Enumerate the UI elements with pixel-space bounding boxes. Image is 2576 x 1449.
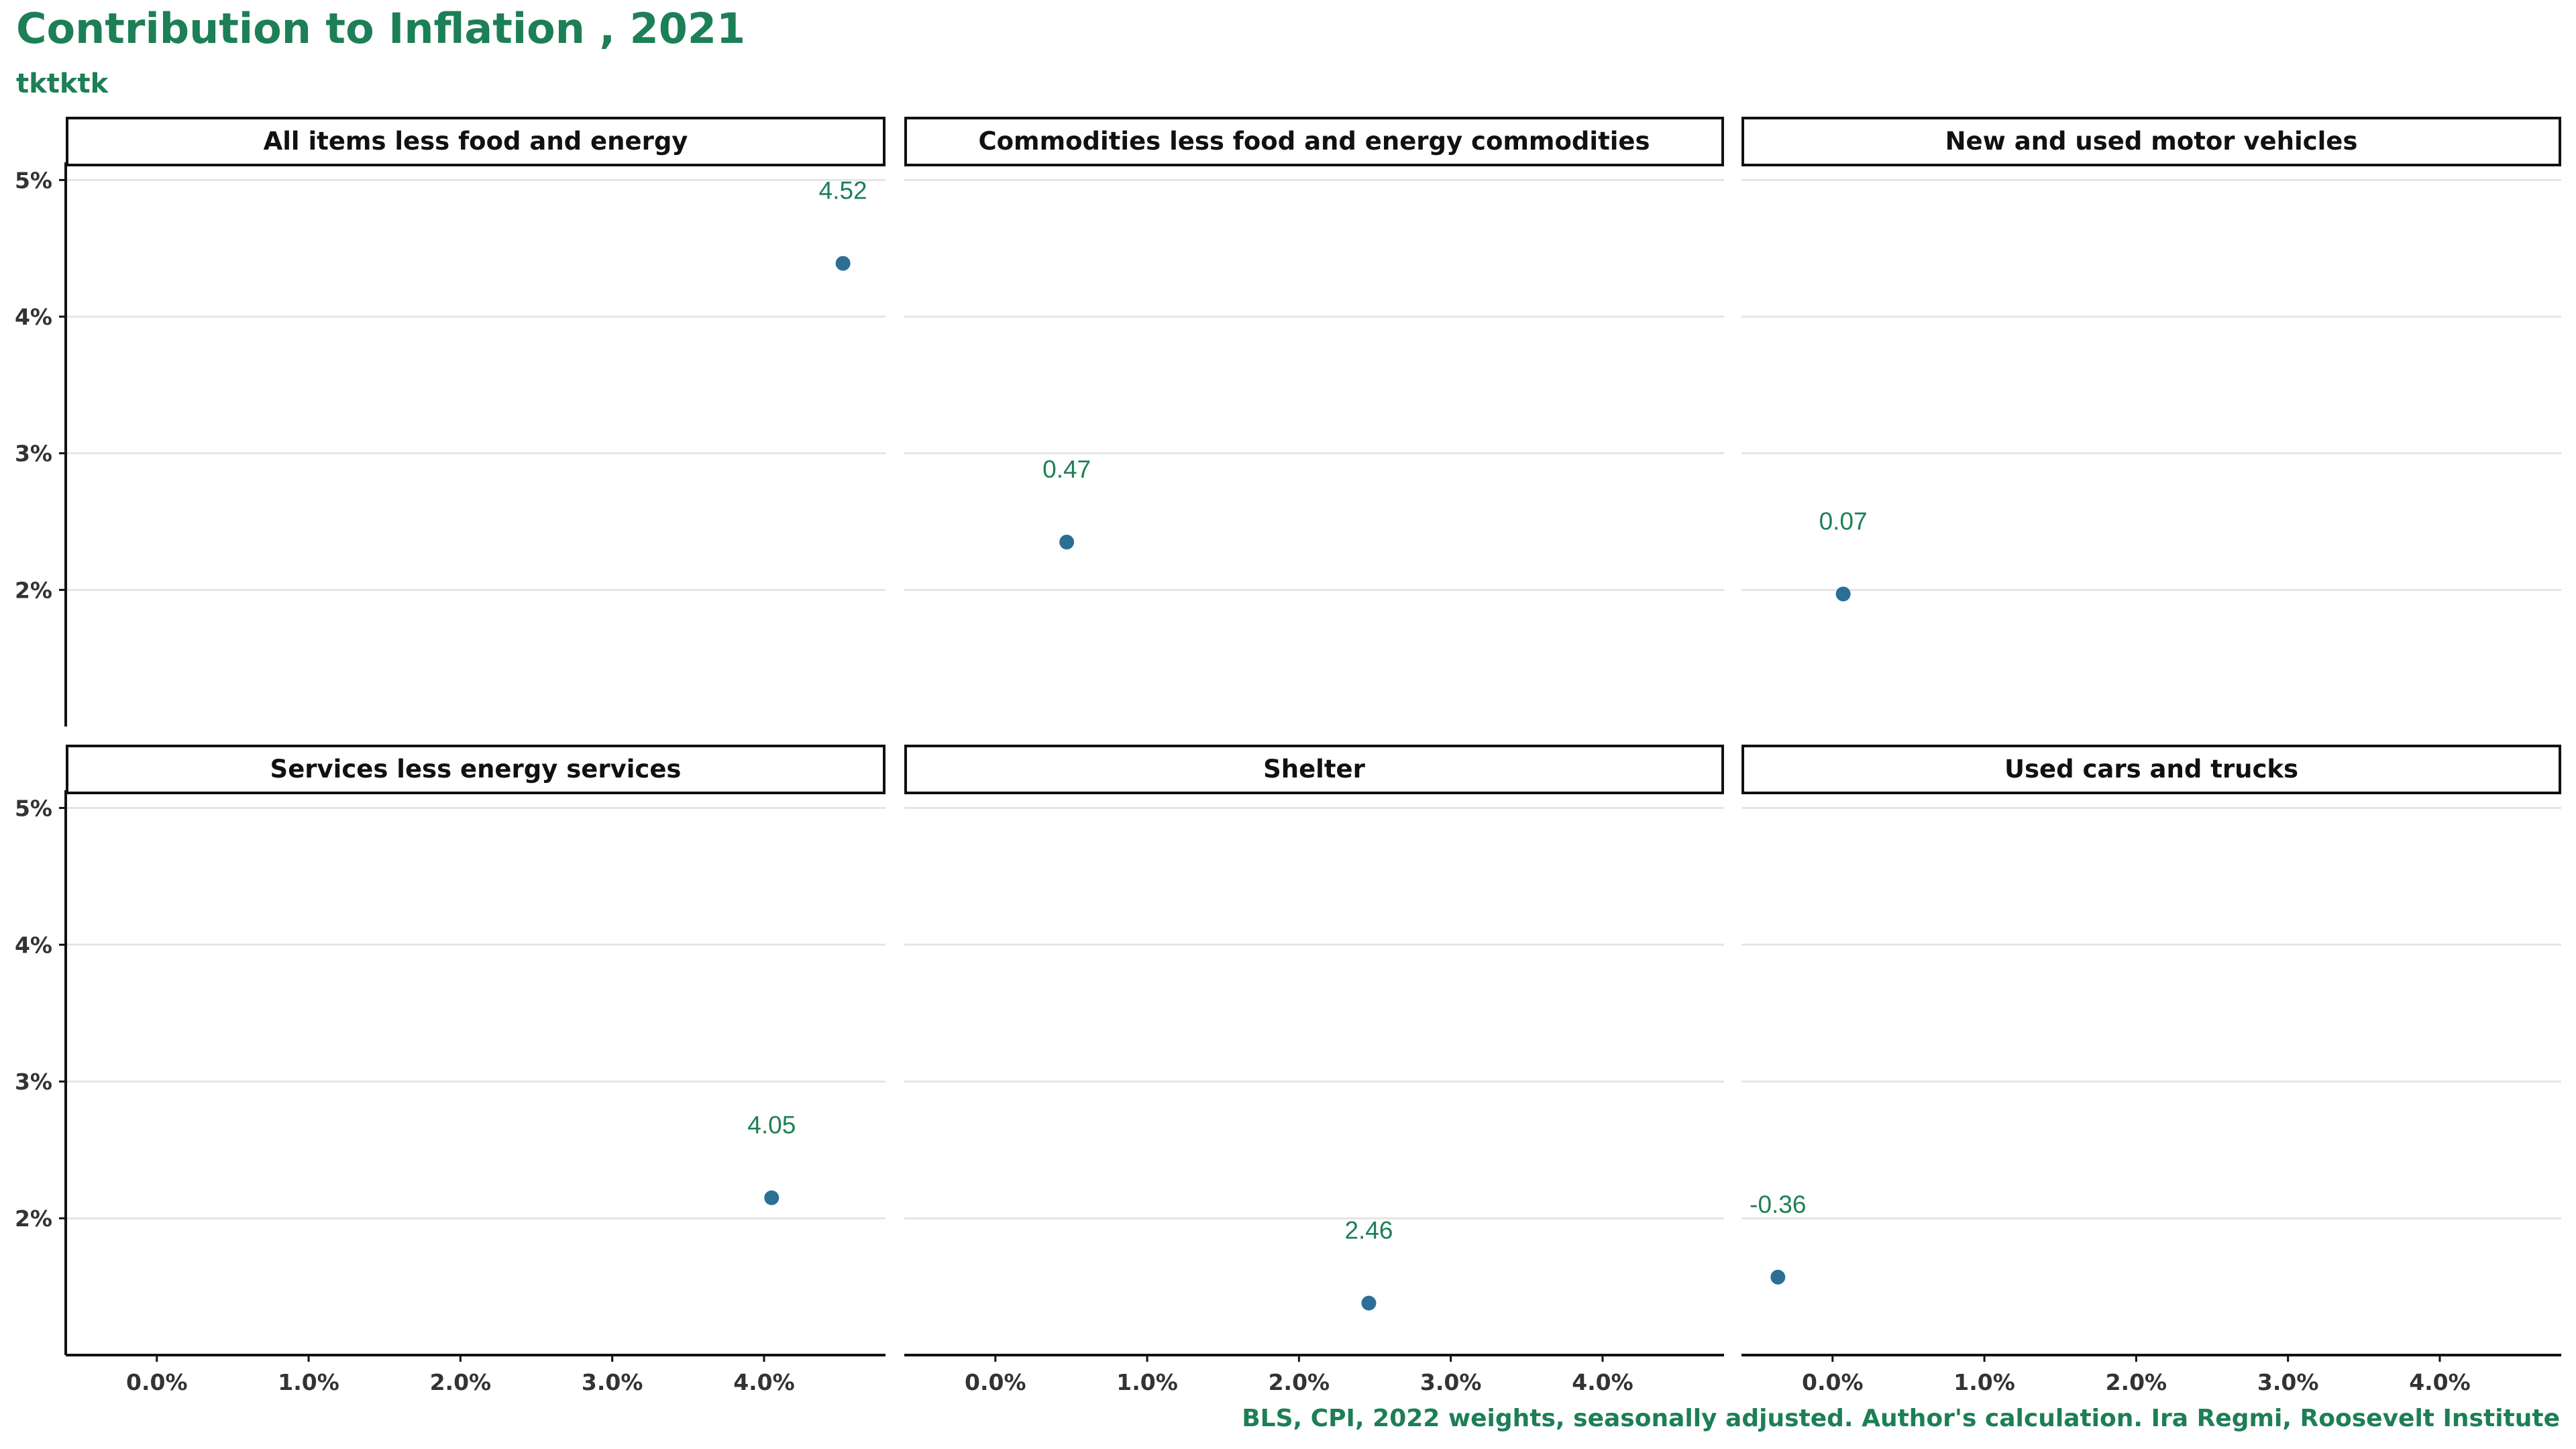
x-tick-label: 1.0% bbox=[278, 1369, 339, 1395]
data-point bbox=[764, 1190, 780, 1205]
data-point bbox=[1059, 535, 1075, 550]
x-tick-label: 1.0% bbox=[1953, 1369, 2015, 1395]
facet-strip-label: Shelter bbox=[1263, 755, 1366, 784]
chart-title: Contribution to Inflation , 2021 bbox=[16, 4, 745, 53]
y-tick-label: 5% bbox=[15, 795, 52, 821]
facet-strip bbox=[1741, 745, 2561, 794]
facet-panel: Services less energy services 2% 3% 4% 5% 0.0… bbox=[15, 745, 885, 1395]
x-tick-label: 4.0% bbox=[2409, 1369, 2471, 1395]
x-tick-label: 4.0% bbox=[733, 1369, 795, 1395]
data-point bbox=[1835, 586, 1851, 602]
facet-strip bbox=[904, 117, 1724, 166]
facet-strip-label: Commodities less food and energy commodi… bbox=[978, 127, 1650, 156]
x-tick-label: 3.0% bbox=[2257, 1369, 2319, 1395]
facet-strip-label: New and used motor vehicles bbox=[1945, 127, 2358, 156]
facet-strip-label: Used cars and trucks bbox=[2004, 755, 2298, 784]
facet-strip bbox=[904, 745, 1724, 794]
data-label: 0.07 bbox=[1819, 507, 1868, 535]
y-tick-label: 3% bbox=[15, 1069, 52, 1095]
facet-panels: All items less food and energy 2% 3% 4% 5% 4.… bbox=[15, 117, 2561, 1395]
facet-strip bbox=[66, 745, 885, 794]
y-tick-label: 5% bbox=[15, 167, 52, 193]
x-tick-label: 0.0% bbox=[126, 1369, 188, 1395]
x-tick-label: 1.0% bbox=[1116, 1369, 1178, 1395]
chart-caption: BLS, CPI, 2022 weights, seasonally adjus… bbox=[1242, 1405, 2560, 1432]
x-tick-label: 4.0% bbox=[1572, 1369, 1633, 1395]
x-tick-label: 0.0% bbox=[965, 1369, 1026, 1395]
y-tick-label: 3% bbox=[15, 441, 52, 467]
chart-subtitle: tktktk bbox=[16, 68, 109, 99]
data-label: 2.46 bbox=[1344, 1217, 1393, 1244]
y-tick-label: 4% bbox=[15, 304, 52, 330]
facet-panel: Shelter 0.0% 1.0% 2.0% 3.0% 4.0% 2.46 bbox=[904, 745, 1724, 1395]
facet-panel: Commodities less food and energy commodi… bbox=[904, 117, 1724, 591]
y-tick-label: 4% bbox=[15, 932, 52, 958]
facet-panel: New and used motor vehicles 0.07 bbox=[1741, 117, 2561, 602]
facet-strip bbox=[1741, 117, 2561, 166]
y-tick-label: 2% bbox=[15, 1205, 52, 1232]
data-label: 4.05 bbox=[747, 1112, 796, 1139]
facet-strip-label: Services less energy services bbox=[270, 755, 682, 784]
facet-strip bbox=[66, 117, 885, 166]
x-tick-label: 2.0% bbox=[430, 1369, 492, 1395]
data-label: -0.36 bbox=[1750, 1191, 1806, 1218]
facet-panel: All items less food and energy 2% 3% 4% 5% 4.… bbox=[15, 117, 885, 727]
data-point bbox=[835, 256, 851, 271]
x-tick-label: 0.0% bbox=[1802, 1369, 1864, 1395]
data-point bbox=[1770, 1269, 1786, 1285]
data-label: 4.52 bbox=[819, 177, 867, 205]
data-point bbox=[1361, 1295, 1377, 1311]
y-tick-label: 2% bbox=[15, 577, 52, 603]
x-tick-label: 3.0% bbox=[1420, 1369, 1482, 1395]
x-tick-label: 3.0% bbox=[582, 1369, 643, 1395]
facet-panel: Used cars and trucks 0.0% 1.0% 2.0% 3.0% 4.0%… bbox=[1741, 745, 2561, 1395]
x-tick-label: 2.0% bbox=[1269, 1369, 1330, 1395]
facet-strip-label: All items less food and energy bbox=[264, 127, 688, 156]
data-label: 0.47 bbox=[1042, 455, 1091, 483]
x-tick-label: 2.0% bbox=[2106, 1369, 2167, 1395]
